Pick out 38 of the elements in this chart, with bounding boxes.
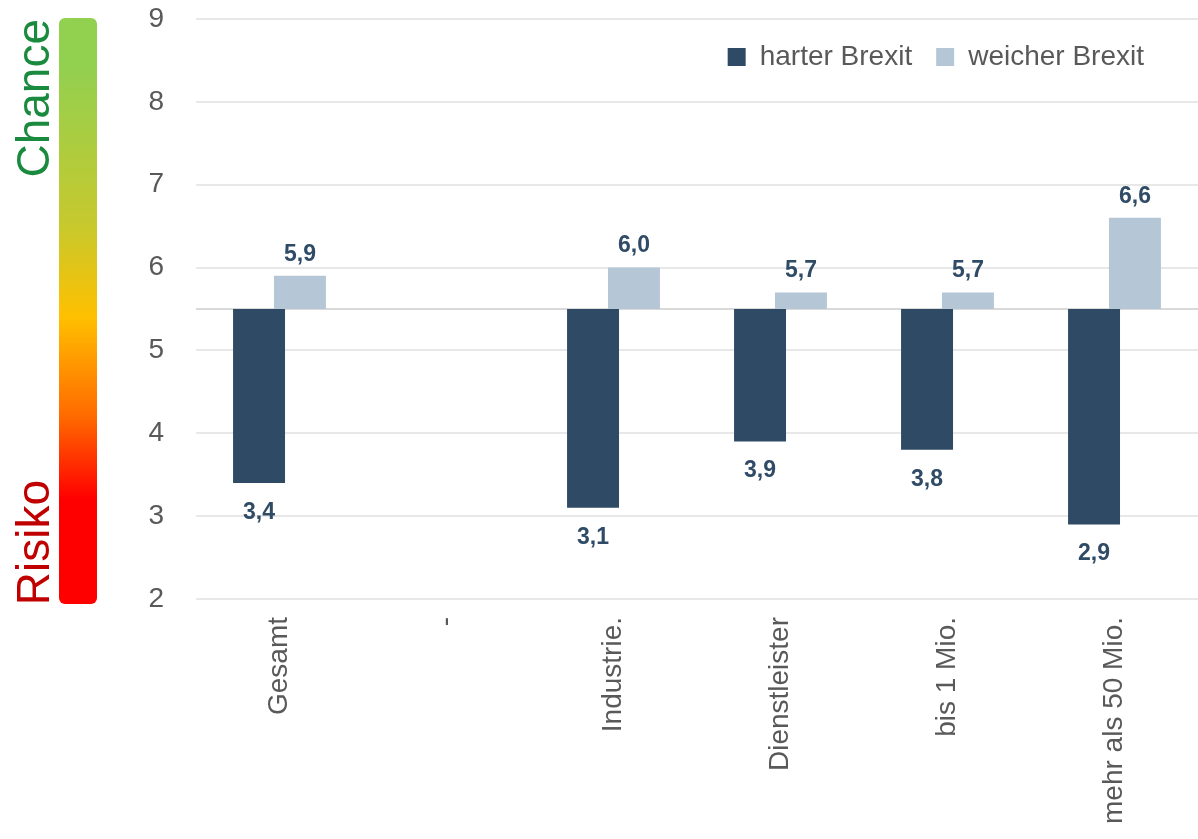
data-label: 2,9 <box>1078 539 1111 566</box>
bar <box>567 309 620 508</box>
bar <box>1068 309 1121 525</box>
data-label: 3,1 <box>577 522 610 549</box>
x-tick-label: - <box>429 617 461 627</box>
y-tick-label: 8 <box>148 84 164 116</box>
data-label: 6,6 <box>1118 181 1151 208</box>
bar <box>941 292 994 309</box>
x-tick-label: bis 1 Mio. <box>930 617 962 737</box>
bar <box>273 275 326 309</box>
y-tick-label: 2 <box>148 581 164 613</box>
data-label: 3,9 <box>744 456 777 483</box>
data-label: 5,7 <box>784 256 817 283</box>
bar <box>1108 217 1161 309</box>
data-label: 3,8 <box>911 464 944 491</box>
bar <box>901 309 954 450</box>
y-tick-label: 9 <box>148 1 164 33</box>
data-label: 6,0 <box>617 231 650 258</box>
bar <box>607 267 660 309</box>
y-tick-label: 5 <box>148 333 164 365</box>
x-tick-label: mehr als 50 Mio. <box>1097 617 1129 824</box>
y-tick-label: 3 <box>148 498 164 530</box>
data-label: 3,4 <box>243 497 276 524</box>
data-label: 5,9 <box>283 239 316 266</box>
x-tick-label: Dienstleister <box>763 617 795 772</box>
bar <box>774 292 827 309</box>
y-tick-label: 6 <box>148 250 164 282</box>
bar <box>233 309 286 483</box>
x-tick-label: Industrie. <box>596 617 628 733</box>
text: Risiko <box>7 479 59 605</box>
bar <box>734 309 787 442</box>
y-tick-label: 7 <box>148 167 164 199</box>
y-tick-label: 4 <box>148 416 164 447</box>
data-label: 5,7 <box>951 256 984 283</box>
text: Chance <box>7 19 59 178</box>
x-tick-label: Gesamt <box>262 616 294 716</box>
legend-label: harter Brexit <box>759 39 913 71</box>
legend-label: weicher Brexit <box>967 39 1145 71</box>
